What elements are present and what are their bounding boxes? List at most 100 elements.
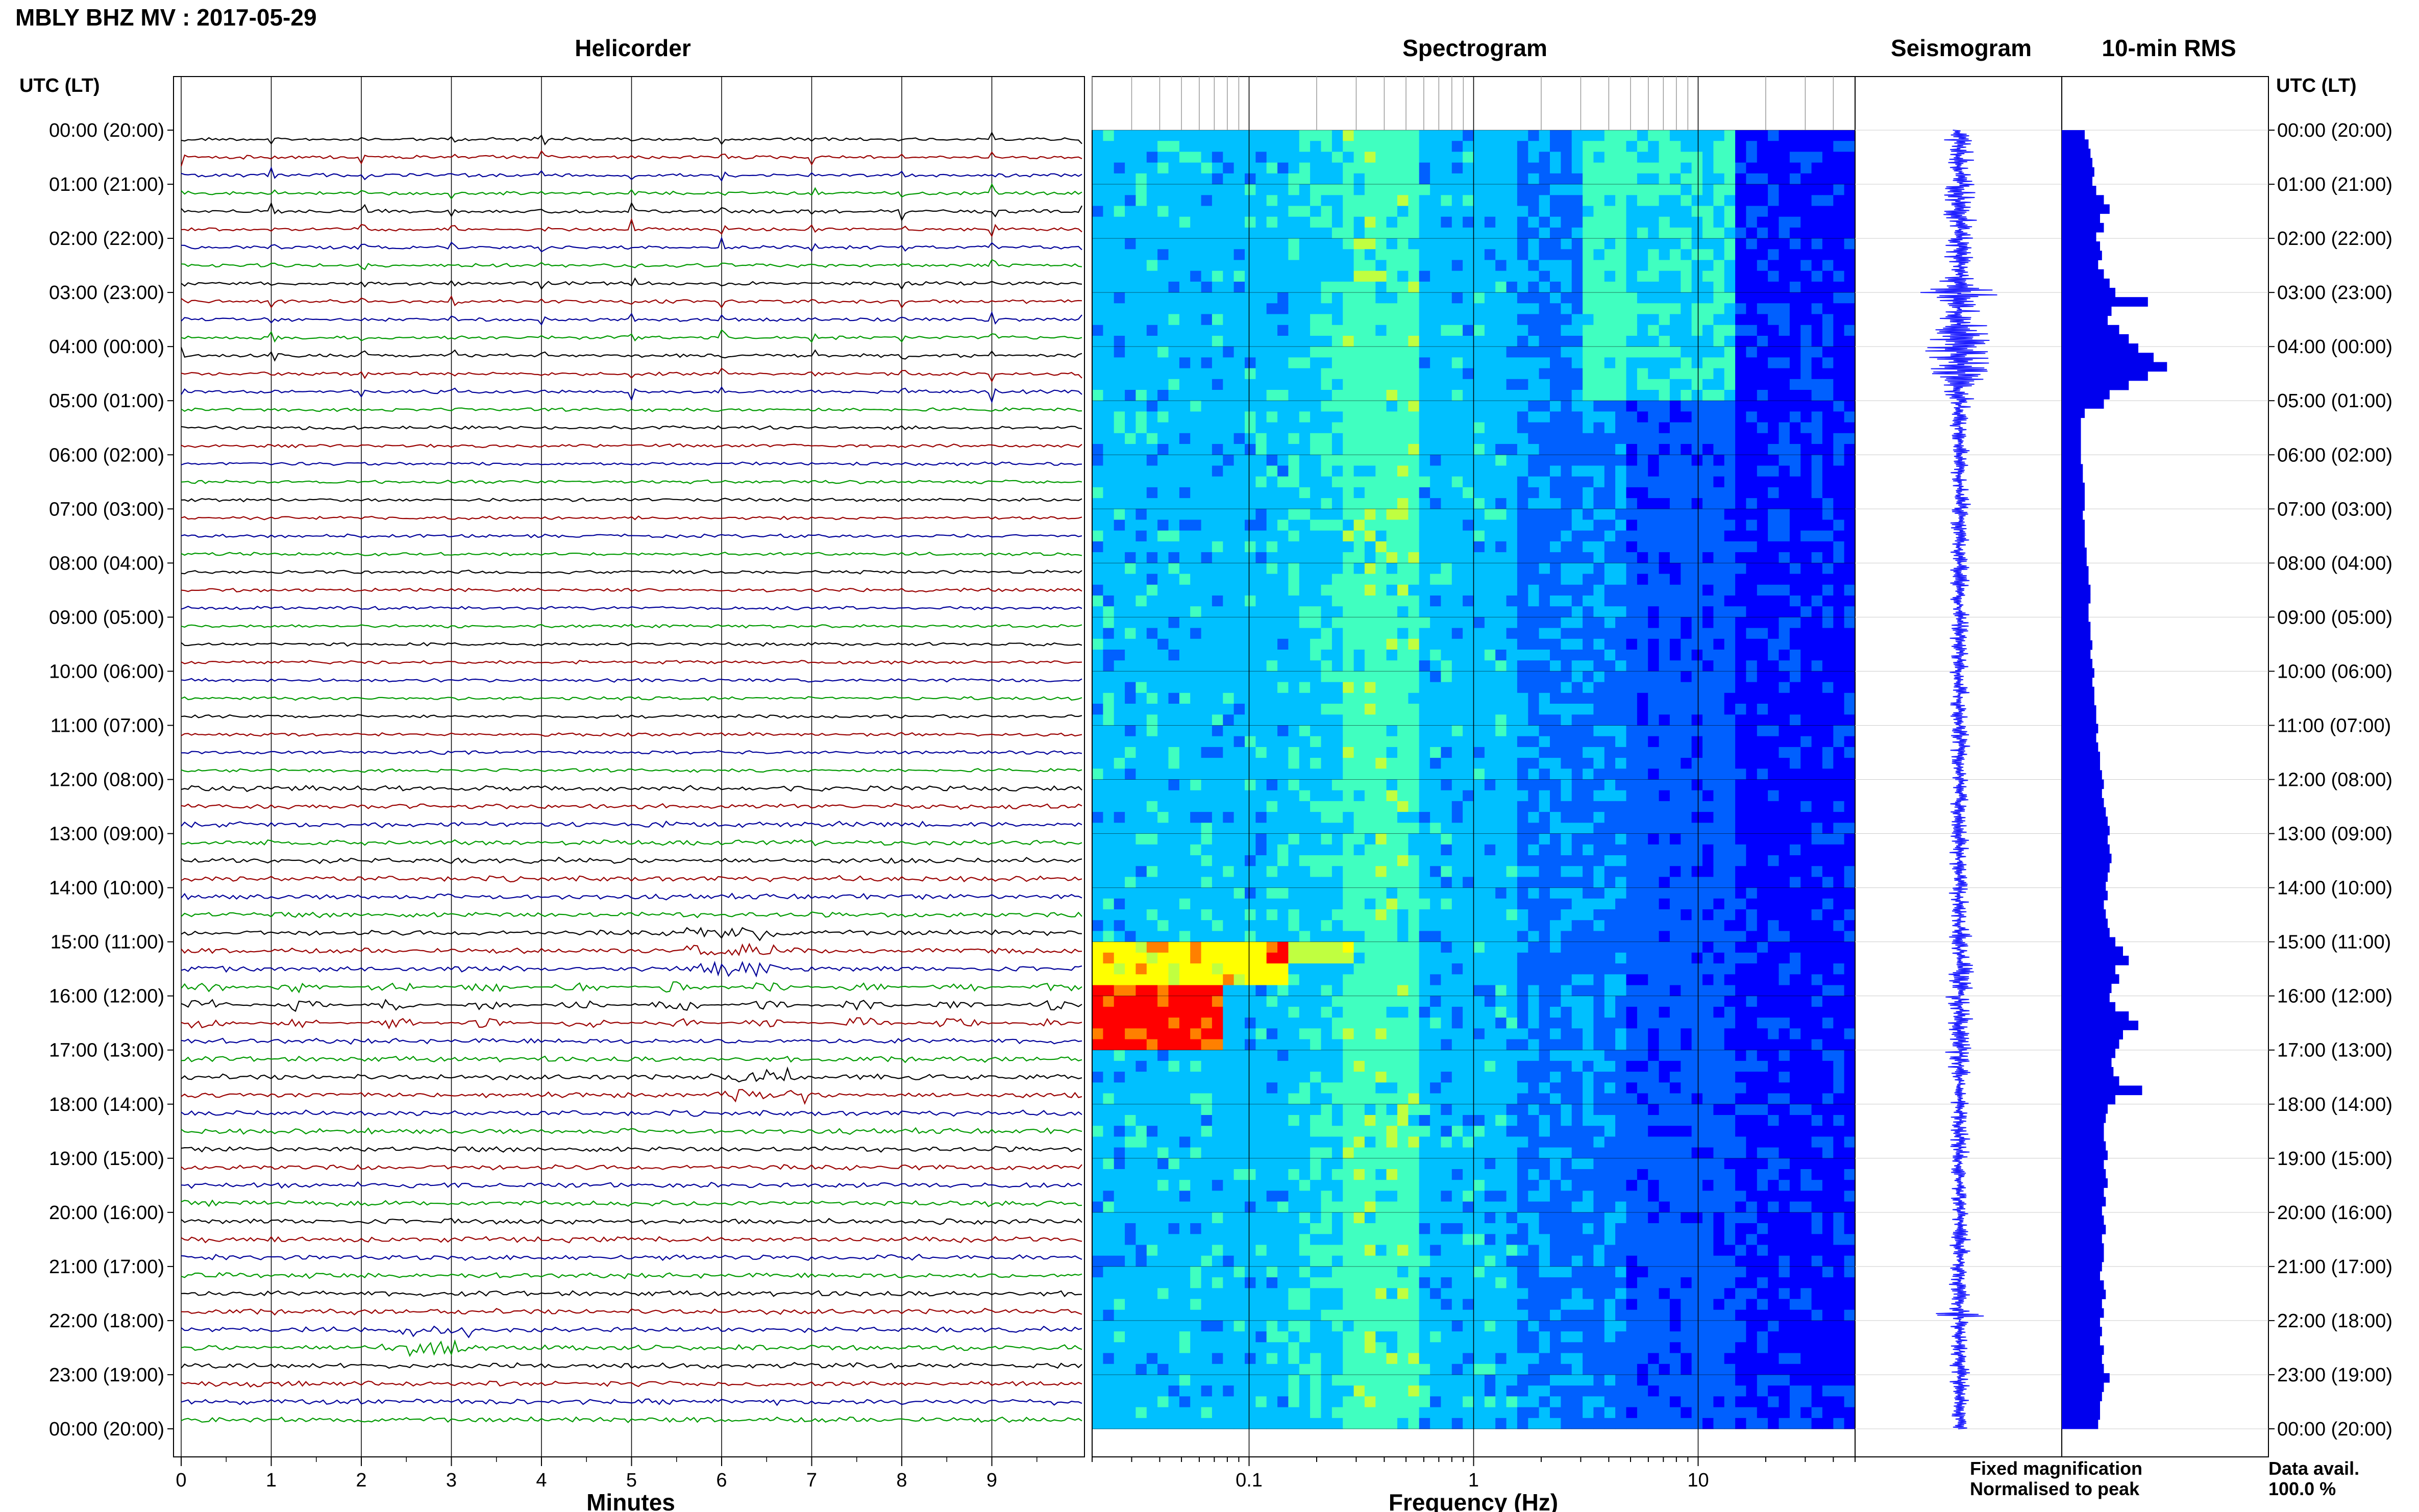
spectrogram-cell <box>1114 249 1125 261</box>
spectrogram-cell <box>1321 682 1332 693</box>
spectrogram-cell <box>1550 368 1561 380</box>
spectrogram-cell <box>1277 249 1289 261</box>
spectrogram-cell <box>1800 444 1812 455</box>
spectrogram-cell <box>1495 433 1507 444</box>
spectrogram-cell <box>1735 617 1747 629</box>
spectrogram-cell <box>1724 790 1736 802</box>
spectrogram-cell <box>1495 281 1507 293</box>
spectrogram-cell <box>1648 736 1660 748</box>
spectrogram-cell <box>1190 401 1202 412</box>
spectrogram-cell <box>1550 671 1561 683</box>
spectrogram-cell <box>1223 671 1235 683</box>
spectrogram-cell <box>1245 336 1256 347</box>
spectrogram-cell <box>1212 660 1223 672</box>
spectrogram-cell <box>1288 563 1300 575</box>
spectrogram-cell <box>1397 855 1409 866</box>
spectrogram-cell <box>1539 238 1550 250</box>
spectrogram-cell <box>1321 130 1332 141</box>
spectrogram-cell <box>1201 509 1213 520</box>
spectrogram-cell <box>1299 584 1311 596</box>
spectrogram-cell <box>1833 455 1845 466</box>
spectrogram-cell <box>1779 519 1790 531</box>
spectrogram-cell <box>1637 260 1648 271</box>
spectrogram-cell <box>1397 314 1409 326</box>
spectrogram-cell <box>1779 736 1790 748</box>
spectrogram-cell <box>1223 173 1235 185</box>
spectrogram-cell <box>1157 574 1169 585</box>
spectrogram-cell <box>1451 476 1463 488</box>
spectrogram-cell <box>1506 563 1518 575</box>
spectrogram-cell <box>1779 823 1790 834</box>
spectrogram-cell <box>1353 411 1365 423</box>
spectrogram-cell <box>1157 444 1169 455</box>
spectrogram-cell <box>1561 206 1572 217</box>
spectrogram-cell <box>1364 357 1376 369</box>
spectrogram-cell <box>1343 411 1354 423</box>
spectrogram-cell <box>1343 519 1354 531</box>
spectrogram-cell <box>1768 206 1780 217</box>
spectrogram-cell <box>1157 487 1169 499</box>
spectrogram-cell <box>1408 455 1420 466</box>
spectrogram-cell <box>1800 357 1812 369</box>
spectrogram-cell <box>1571 379 1583 390</box>
spectrogram-cell <box>1255 292 1267 304</box>
spectrogram-cell <box>1615 606 1627 617</box>
spectrogram-cell <box>1550 790 1561 802</box>
spectrogram-cell <box>1691 173 1703 185</box>
spectrogram-cell <box>1092 130 1103 141</box>
helicorder-trace <box>181 479 1082 485</box>
spectrogram-cell <box>1681 314 1692 326</box>
spectrogram-cell <box>1495 628 1507 639</box>
spectrogram-cell <box>1397 866 1409 877</box>
spectrogram-cell <box>1669 184 1681 195</box>
spectrogram-cell <box>1353 336 1365 347</box>
spectrogram-cell <box>1768 574 1780 585</box>
spectrogram-cell <box>1255 563 1267 575</box>
spectrogram-cell <box>1310 152 1322 163</box>
spectrogram-cell <box>1539 357 1550 369</box>
spectrogram-cell <box>1233 812 1245 823</box>
spectrogram-cell <box>1343 433 1354 444</box>
spectrogram-cell <box>1092 638 1103 650</box>
spectrogram-cell <box>1768 509 1780 520</box>
spectrogram-cell <box>1626 444 1638 455</box>
spectrogram-cell <box>1463 195 1474 207</box>
spectrogram-cell <box>1201 704 1213 715</box>
spectrogram-cell <box>1713 422 1725 434</box>
spectrogram-cell <box>1179 747 1191 758</box>
spectrogram-cell <box>1386 519 1398 531</box>
spectrogram-cell <box>1168 173 1180 185</box>
spectrogram-cell <box>1833 606 1845 617</box>
spectrogram-cell <box>1484 855 1496 866</box>
spectrogram-cell <box>1212 779 1223 791</box>
spectrogram-cell <box>1800 725 1812 737</box>
spectrogram-cell <box>1583 606 1594 617</box>
spectrogram-cell <box>1451 325 1463 336</box>
spectrogram-cell <box>1310 779 1322 791</box>
spectrogram-cell <box>1212 498 1223 509</box>
spectrogram-cell <box>1190 368 1202 380</box>
spectrogram-cell <box>1331 303 1343 315</box>
spectrogram-cell <box>1528 379 1540 390</box>
spectrogram-cell <box>1561 476 1572 488</box>
spectrogram-cell <box>1343 747 1354 758</box>
spectrogram-cell <box>1789 314 1801 326</box>
spectrogram-cell <box>1550 650 1561 661</box>
spectrogram-cell <box>1114 487 1125 499</box>
spectrogram-cell <box>1430 173 1442 185</box>
spectrogram-cell <box>1822 216 1834 228</box>
spectrogram-cell <box>1833 812 1845 823</box>
spectrogram-cell <box>1266 563 1278 575</box>
spectrogram-cell <box>1811 692 1823 704</box>
spectrogram-cell <box>1844 238 1856 250</box>
spectrogram-panel: 0.1 1 10 <box>1092 76 1856 1491</box>
spectrogram-cell <box>1713 455 1725 466</box>
spectrogram-cell <box>1364 281 1376 293</box>
spectrogram-cell <box>1441 855 1452 866</box>
spectrogram-cell <box>1844 216 1856 228</box>
spectrogram-cell <box>1615 465 1627 477</box>
spectrogram-cell <box>1233 855 1245 866</box>
spectrogram-cell <box>1179 249 1191 261</box>
spectrogram-cell <box>1713 692 1725 704</box>
spectrogram-cell <box>1833 833 1845 845</box>
